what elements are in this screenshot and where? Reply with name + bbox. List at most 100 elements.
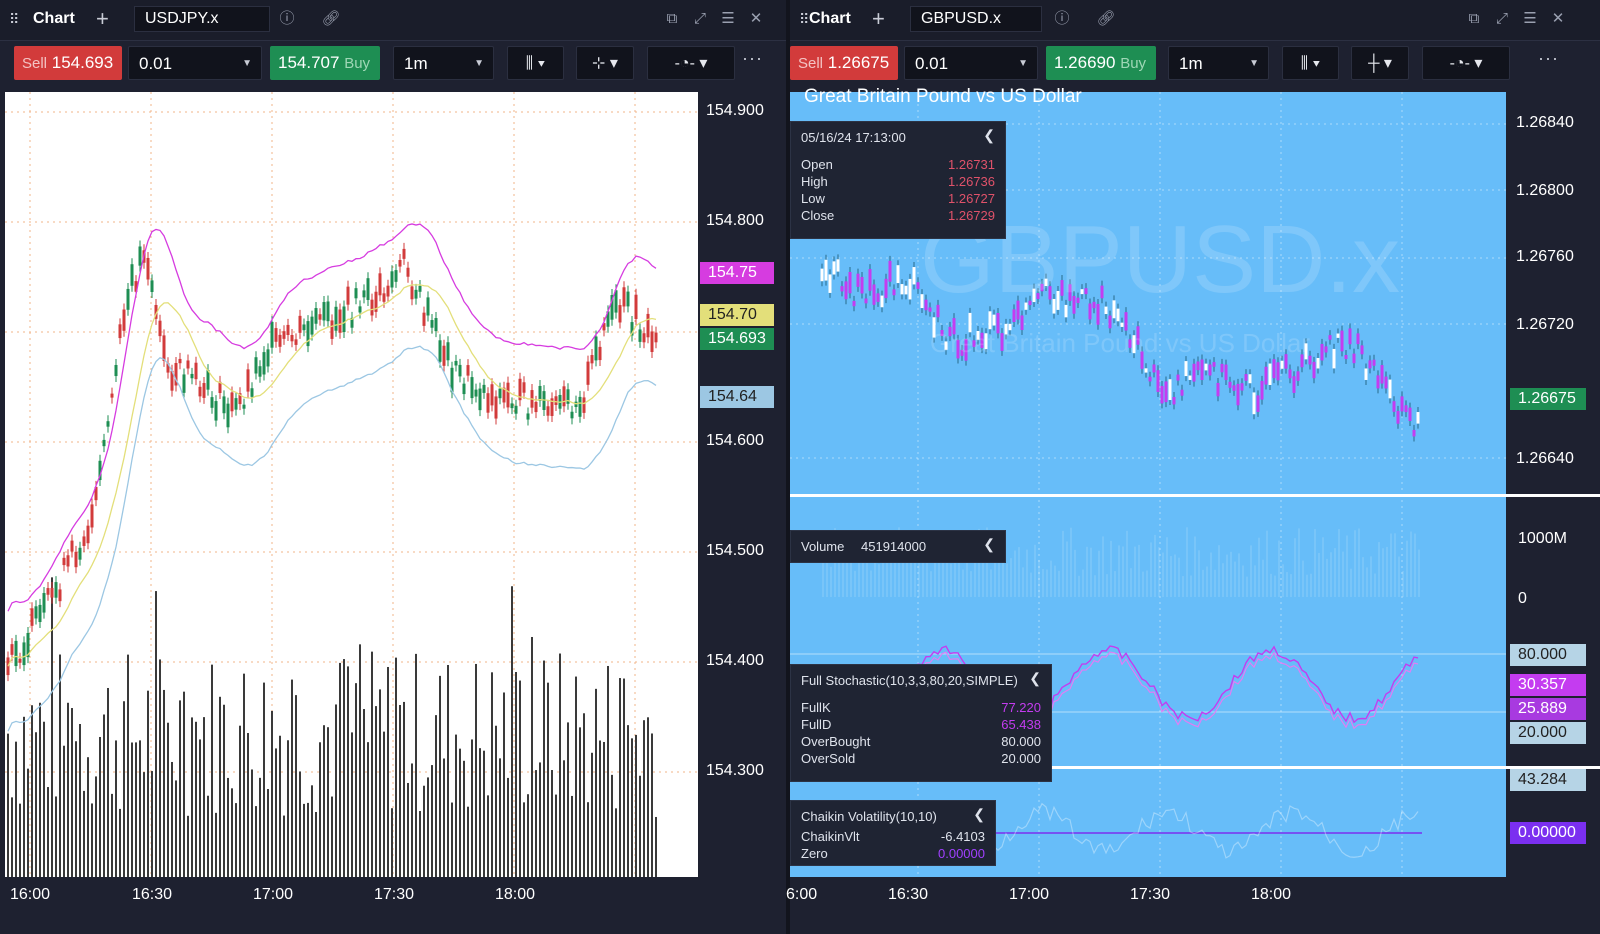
candle-body xyxy=(1232,385,1236,391)
pane-separator[interactable] xyxy=(790,766,1600,769)
chevron-left-icon[interactable]: ❮ xyxy=(973,806,985,822)
volume-bar xyxy=(1082,569,1084,597)
buy-button[interactable]: 1.26690 Buy xyxy=(1046,46,1156,80)
volume-bar xyxy=(119,808,121,877)
more-icon[interactable]: ··· xyxy=(742,48,763,68)
menu-icon[interactable]: ☰ xyxy=(1523,10,1537,27)
candle-body xyxy=(1180,389,1184,396)
candle-body xyxy=(1332,348,1336,369)
popout-icon[interactable]: ⧉ xyxy=(666,10,678,27)
candle-body xyxy=(1292,376,1296,393)
candle-body xyxy=(824,259,828,281)
interval-dropdown[interactable]: 1m ▼ xyxy=(1168,46,1269,80)
stochastic-row: FullD 65.438 xyxy=(801,717,1041,734)
maximize-icon[interactable]: ⤢ xyxy=(1495,10,1508,27)
volume-bar xyxy=(275,748,277,877)
candle-body xyxy=(394,270,398,282)
link-icon[interactable]: 🔗︎ xyxy=(321,10,341,27)
y-tick: 154.600 xyxy=(706,432,764,449)
popout-icon[interactable]: ⧉ xyxy=(1468,10,1480,27)
ohlc-row: Close 1.26729 xyxy=(801,208,995,225)
sell-button[interactable]: Sell 154.693 xyxy=(14,46,122,80)
volume-bar xyxy=(1186,527,1188,597)
candlestick-icon: ⫼ ▾ xyxy=(525,55,546,72)
close-icon[interactable]: ✕ xyxy=(1551,10,1565,27)
candle-body xyxy=(948,326,952,337)
chevron-left-icon[interactable]: ❮ xyxy=(1029,670,1041,686)
volume-bar xyxy=(1110,540,1112,597)
volume-bar xyxy=(1042,569,1044,597)
candle-body xyxy=(1320,343,1324,361)
quantity-dropdown[interactable]: 0.01 ▼ xyxy=(128,46,262,80)
sell-button[interactable]: Sell 1.26675 xyxy=(790,46,898,80)
drag-handle-icon[interactable]: ⠿ xyxy=(9,11,20,27)
stochastic-panel: Full Stochastic(10,3,3,80,20,SIMPLE) ❮ F… xyxy=(790,664,1052,782)
candle-body xyxy=(606,311,610,327)
volume-bar xyxy=(579,727,581,877)
candle-body xyxy=(26,632,30,658)
candle-body xyxy=(1108,315,1112,329)
drag-handle-icon[interactable]: ⠿ xyxy=(799,11,810,27)
info-icon[interactable]: ⓘ xyxy=(1054,10,1070,27)
candle-body xyxy=(146,257,150,280)
volume-bar xyxy=(43,721,45,877)
chevron-left-icon[interactable]: ❮ xyxy=(983,536,995,552)
buy-button[interactable]: 154.707 Buy xyxy=(270,46,380,80)
candle-body xyxy=(470,377,474,399)
volume-bar xyxy=(1126,530,1128,597)
menu-icon[interactable]: ☰ xyxy=(721,10,735,27)
add-chart-icon[interactable]: + xyxy=(872,6,885,31)
candle-body xyxy=(438,340,442,362)
pane-separator[interactable] xyxy=(790,494,1600,497)
cursor-dropdown[interactable]: ⊹ ▾ xyxy=(576,46,634,80)
symbol-input[interactable]: GBPUSD.x xyxy=(910,6,1042,32)
volume-bar xyxy=(1358,528,1360,597)
volume-bar xyxy=(950,563,952,597)
volume-bar xyxy=(1218,545,1220,597)
candle-body xyxy=(932,317,936,338)
info-icon[interactable]: ⓘ xyxy=(279,10,295,27)
candle-body xyxy=(478,388,482,411)
candle-body xyxy=(1244,374,1248,381)
candle-body xyxy=(174,363,178,386)
candle-body xyxy=(246,369,250,392)
time-dropdown[interactable]: -◔- ▾ xyxy=(647,46,735,80)
time-dropdown[interactable]: -◔- ▾ xyxy=(1422,46,1510,80)
volume-bar xyxy=(547,682,549,877)
more-icon[interactable]: ··· xyxy=(1538,48,1559,68)
chevron-left-icon[interactable]: ❮ xyxy=(983,127,995,143)
x-tick: 17:30 xyxy=(1130,886,1171,903)
lower-band-badge: 154.64 xyxy=(700,386,774,408)
interval-dropdown[interactable]: 1m ▼ xyxy=(393,46,494,80)
volume-bar xyxy=(1298,528,1300,597)
panel-divider[interactable] xyxy=(786,0,790,934)
candle-body xyxy=(1248,374,1252,384)
volume-bar xyxy=(199,739,201,877)
candle-body xyxy=(554,396,558,405)
volume-bar xyxy=(1078,575,1080,597)
chart-type-dropdown[interactable]: ⫼ ▾ xyxy=(507,46,564,80)
candle-body xyxy=(1008,323,1012,331)
symbol-input[interactable]: USDJPY.x xyxy=(134,6,270,32)
close-icon[interactable]: ✕ xyxy=(749,10,763,27)
volume-bar xyxy=(395,657,397,877)
link-icon[interactable]: 🔗︎ xyxy=(1096,10,1116,27)
volume-bar xyxy=(151,771,153,877)
volume-bar xyxy=(1006,563,1008,597)
add-chart-icon[interactable]: + xyxy=(96,6,109,31)
cursor-dropdown[interactable]: ┼ ▾ xyxy=(1351,46,1409,80)
volume-bar xyxy=(515,672,517,877)
chaikin-badge: 43.284 xyxy=(1510,769,1586,791)
middle-band-line xyxy=(7,284,657,667)
price-plot[interactable] xyxy=(5,92,698,877)
candle-body xyxy=(134,281,138,292)
maximize-icon[interactable]: ⤢ xyxy=(693,10,706,27)
chart-type-dropdown[interactable]: ⫼ ▾ xyxy=(1282,46,1339,80)
candle-body xyxy=(354,288,358,299)
candle-body xyxy=(190,373,194,379)
volume-bar xyxy=(930,571,932,597)
volume-bar xyxy=(1154,534,1156,597)
volume-bar xyxy=(990,569,992,597)
quantity-dropdown[interactable]: 0.01 ▼ xyxy=(904,46,1038,80)
volume-bar xyxy=(1034,544,1036,597)
